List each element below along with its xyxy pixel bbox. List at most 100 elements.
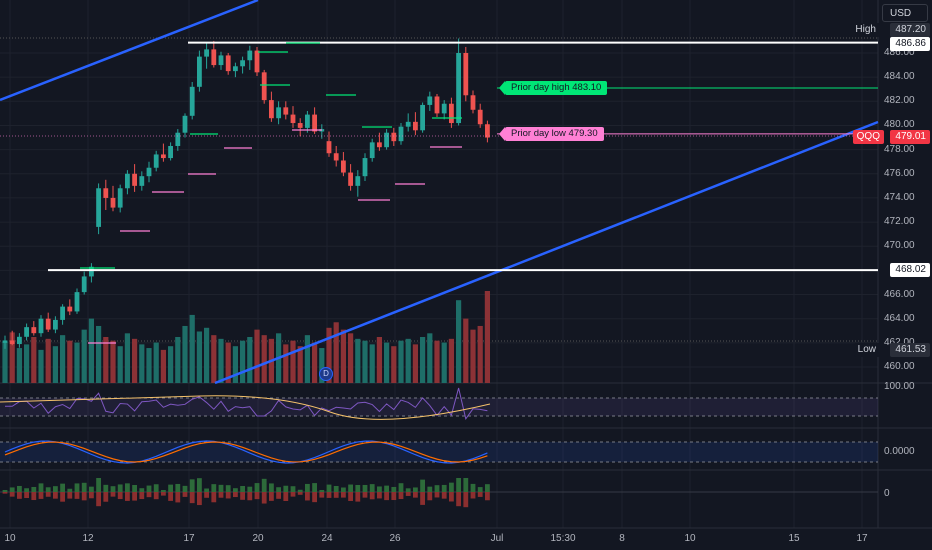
hist-bar-down (290, 492, 296, 497)
hist-bar-down (161, 492, 166, 496)
volume-bar (52, 346, 58, 383)
volume-bar (146, 348, 152, 383)
candle-body (254, 50, 260, 73)
hist-bar-down (398, 492, 404, 500)
currency-button[interactable]: USD (882, 4, 928, 22)
candle-body (283, 107, 289, 115)
prior-day-low-tag[interactable]: Prior day low 479.30 (499, 127, 604, 141)
hist-bar-up (38, 483, 44, 492)
volume-bar (477, 325, 483, 383)
hist-bar-down (103, 492, 109, 502)
candle-body (348, 172, 353, 186)
prior-day-high-tag[interactable]: Prior day high 483.10 (498, 81, 608, 95)
volume-bar (362, 340, 368, 383)
volume-bar (247, 337, 253, 383)
hist-bar-up (319, 490, 325, 492)
hist-bar-up (405, 488, 411, 492)
candle-body (398, 126, 404, 142)
candle-body (89, 266, 94, 277)
hist-bar-down (139, 492, 145, 500)
candle-body (139, 176, 145, 186)
candle-body (110, 197, 116, 208)
hist-bar-up (233, 488, 238, 492)
hist-bar-up (53, 486, 58, 492)
price-tick-label: 460.00 (884, 361, 915, 372)
hist-bar-down (405, 492, 411, 496)
hist-bar-up (398, 483, 404, 492)
hist-bar-down (247, 492, 253, 501)
hist-bar-up (449, 482, 454, 492)
candle-body (233, 66, 238, 72)
hist-bar-down (9, 492, 15, 497)
time-tick-label: 20 (252, 533, 264, 544)
macd-line (4, 440, 488, 464)
candle-body (434, 96, 440, 114)
hist-bar-down (341, 492, 346, 498)
hist-bar-up (117, 484, 123, 492)
hist-bar-up (139, 488, 145, 492)
hist-bar-down (2, 492, 8, 494)
volume-bar (225, 342, 231, 383)
candle-body (17, 336, 22, 345)
time-tick-label: 10 (684, 533, 696, 544)
hist-bar-up (45, 487, 51, 492)
hist-bar-down (269, 492, 274, 501)
hist-bar-up (132, 484, 137, 492)
histogram-pane (0, 478, 878, 508)
candle-body (269, 100, 274, 119)
hist-bar-down (254, 492, 260, 500)
candle-body (326, 141, 332, 154)
hist-bar-up (441, 484, 447, 492)
candle-body (211, 49, 217, 66)
grid (0, 0, 932, 529)
dividend-marker-icon[interactable]: D (319, 367, 333, 381)
hist-bar-up (333, 485, 339, 492)
hist-bar-down (369, 492, 375, 500)
hist-bar-up (290, 486, 296, 492)
candle-body (333, 153, 339, 161)
candle-body (477, 109, 483, 125)
hist-bar-down (377, 492, 382, 499)
volume-bar (283, 344, 289, 383)
hist-bar-up (341, 487, 346, 492)
hist-bar-down (225, 492, 231, 499)
hist-bar-down (427, 492, 433, 501)
price-tick-label: 474.00 (884, 191, 915, 203)
hist-bar-up (17, 485, 22, 492)
time-tick-label: 24 (321, 533, 333, 544)
hist-bar-up (377, 486, 382, 492)
hist-bar-down (261, 492, 267, 504)
candle-body (60, 306, 65, 320)
time-tick-label: 10 (4, 533, 16, 544)
volume-bar (441, 342, 447, 383)
time-tick-label: 17 (856, 533, 868, 544)
volume-bar (434, 340, 440, 383)
macd-pane (0, 440, 878, 464)
volume-bar (189, 314, 195, 383)
volume-bar (218, 338, 224, 383)
hist-bar-down (117, 492, 123, 500)
volume-bar (31, 337, 37, 383)
price-tick-label: 464.00 (884, 312, 915, 324)
volume-bar (2, 341, 8, 383)
hist-bar-up (89, 486, 94, 492)
hist-bar-up (269, 483, 274, 492)
time-tick-label: 17 (183, 533, 195, 544)
volume-bar (38, 349, 44, 383)
hist-bar-down (233, 492, 238, 498)
candle-body (132, 173, 137, 186)
candle-body (355, 176, 361, 186)
last-price-value: 479.01 (890, 130, 930, 144)
candle-body (74, 292, 80, 312)
level-bottom-value: 468.02 (890, 263, 930, 277)
hist-bar-down (434, 492, 440, 498)
volume-bar (168, 346, 174, 383)
volume-bar (117, 346, 123, 383)
hist-bar-down (441, 492, 447, 499)
high-value: 487.20 (890, 23, 930, 37)
hist-bar-down (362, 492, 368, 498)
price-tick-label: 472.00 (884, 216, 915, 228)
hist-bar-down (38, 492, 44, 499)
price-tick-label: 466.00 (884, 288, 915, 300)
